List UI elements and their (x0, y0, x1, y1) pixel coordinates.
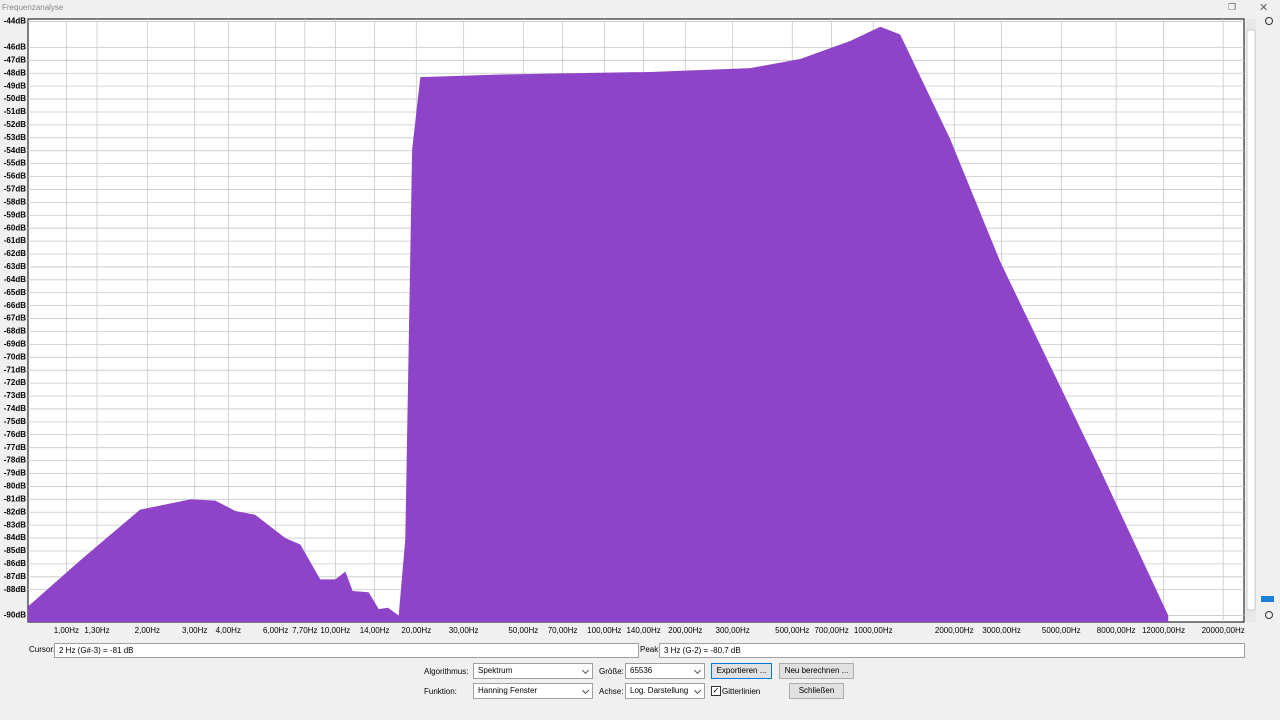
y-tick-label: -60dB (4, 223, 26, 232)
y-tick-label: -78dB (4, 456, 26, 465)
y-tick-label: -52dB (4, 120, 26, 129)
peak-field: 3 Hz (G-2) = -80,7 dB (659, 643, 1245, 658)
y-tick-label: -76dB (4, 430, 26, 439)
y-tick-label: -69dB (4, 339, 26, 348)
y-tick-label: -77dB (4, 443, 26, 452)
y-tick-label: -56dB (4, 172, 26, 181)
x-tick-label: 5000,00Hz (1042, 626, 1081, 635)
x-tick-label: 2000,00Hz (935, 626, 974, 635)
y-tick-label: -81dB (4, 494, 26, 503)
y-tick-label: -74dB (4, 404, 26, 413)
y-tick-label: -83dB (4, 520, 26, 529)
y-tick-label: -59dB (4, 210, 26, 219)
close-window-button[interactable]: ✕ (1259, 2, 1269, 14)
x-tick-label: 20,00Hz (401, 626, 431, 635)
x-tick-label: 12000,00Hz (1142, 626, 1185, 635)
y-tick-label: -71dB (4, 365, 26, 374)
size-select[interactable]: 65536 (625, 663, 705, 679)
y-tick-label: -53dB (4, 133, 26, 142)
cursor-field: 2 Hz (G#-3) = -81 dB (54, 643, 639, 658)
x-tick-label: 30,00Hz (449, 626, 479, 635)
size-label: Größe: (599, 667, 624, 676)
x-tick-label: 700,00Hz (814, 626, 848, 635)
y-tick-label: -80dB (4, 482, 26, 491)
y-tick-label: -85dB (4, 546, 26, 555)
y-tick-label: -50dB (4, 94, 26, 103)
zoom-out-icon[interactable] (1265, 611, 1273, 619)
y-tick-label: -75dB (4, 417, 26, 426)
y-tick-label: -70dB (4, 352, 26, 361)
y-tick-label: -57dB (4, 185, 26, 194)
y-tick-label: -65dB (4, 288, 26, 297)
x-tick-label: 100,00Hz (587, 626, 621, 635)
x-tick-label: 20000,00Hz (1202, 626, 1245, 635)
axis-label: Achse: (599, 687, 624, 696)
recalculate-button[interactable]: Neu berechnen ... (779, 663, 854, 679)
y-tick-label: -63dB (4, 262, 26, 271)
x-tick-label: 4,00Hz (216, 626, 241, 635)
y-tick-label: -73dB (4, 391, 26, 400)
x-tick-label: 2,00Hz (135, 626, 160, 635)
chart: -44dB -46dB -47dB -48dB -49dB -50dB -51dB -52dB… (4, 17, 1274, 635)
x-tick-label: 10,00Hz (320, 626, 350, 635)
y-tick-label: -86dB (4, 559, 26, 568)
y-tick-label: -46dB (4, 43, 26, 52)
y-tick-label: -84dB (4, 533, 26, 542)
x-tick-label: 7,70Hz (292, 626, 317, 635)
x-tick-label: 200,00Hz (668, 626, 702, 635)
y-tick-label: -66dB (4, 301, 26, 310)
x-tick-label: 500,00Hz (775, 626, 809, 635)
y-tick-label: -79dB (4, 469, 26, 478)
x-tick-label: 70,00Hz (548, 626, 578, 635)
x-tick-label: 1,30Hz (84, 626, 109, 635)
peak-label: Peak: (640, 645, 661, 654)
x-tick-label: 3000,00Hz (982, 626, 1021, 635)
y-tick-label: -64dB (4, 275, 26, 284)
x-tick-label: 140,00Hz (626, 626, 660, 635)
function-label: Funktion: (424, 687, 457, 696)
x-tick-label: 1000,00Hz (854, 626, 893, 635)
x-tick-label: 50,00Hz (508, 626, 538, 635)
grid-checkbox-label: Gitterlinien (722, 687, 761, 696)
axis-select[interactable]: Log. Darstellung (625, 683, 705, 699)
zoom-slider[interactable] (1261, 596, 1274, 602)
y-tick-label: -55dB (4, 159, 26, 168)
x-tick-label: 6,00Hz (263, 626, 288, 635)
y-tick-label: -44dB (4, 17, 26, 26)
scrollbar-track (1246, 29, 1256, 611)
y-tick-label: -49dB (4, 81, 26, 90)
window-title: Frequenzanalyse (2, 3, 64, 12)
y-tick-label: -90dB (4, 611, 26, 620)
y-tick-label: -87dB (4, 572, 26, 581)
zoom-in-icon[interactable] (1265, 17, 1273, 25)
y-tick-label: -47dB (4, 55, 26, 64)
y-tick-label: -51dB (4, 107, 26, 116)
y-tick-label: -72dB (4, 378, 26, 387)
y-tick-label: -62dB (4, 249, 26, 258)
algorithm-label: Algorithmus: (424, 667, 469, 676)
close-button[interactable]: Schließen (789, 683, 844, 699)
restore-button[interactable]: ❐ (1228, 2, 1237, 12)
x-tick-label: 3,00Hz (182, 626, 207, 635)
y-tick-label: -58dB (4, 197, 26, 206)
cursor-label: Cursor: (29, 645, 56, 654)
y-tick-label: -67dB (4, 314, 26, 323)
y-tick-label: -48dB (4, 68, 26, 77)
spectrum-area (28, 26, 1169, 623)
algorithm-select[interactable]: Spektrum (473, 663, 593, 679)
x-tick-label: 1,00Hz (54, 626, 79, 635)
export-button[interactable]: Exportieren ... (711, 663, 772, 679)
y-tick-label: -82dB (4, 507, 26, 516)
x-tick-label: 300,00Hz (716, 626, 750, 635)
x-tick-label: 8000,00Hz (1097, 626, 1136, 635)
function-select[interactable]: Hanning Fenster (473, 683, 593, 699)
x-tick-label: 14,00Hz (360, 626, 390, 635)
y-tick-label: -68dB (4, 327, 26, 336)
y-tick-label: -54dB (4, 146, 26, 155)
grid-checkbox[interactable]: ✓ (711, 686, 721, 696)
y-tick-label: -61dB (4, 236, 26, 245)
y-tick-label: -88dB (4, 585, 26, 594)
